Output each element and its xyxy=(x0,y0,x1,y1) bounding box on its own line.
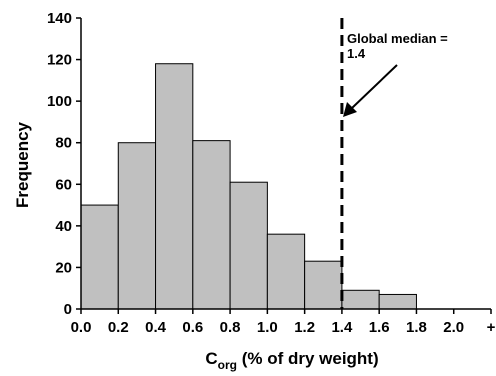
x-axis-title-main: C xyxy=(205,349,217,368)
x-tick-label: 1.8 xyxy=(406,319,427,336)
histogram-bar xyxy=(304,260,343,310)
arrow-icon xyxy=(343,64,398,117)
x-tick-label: 2.0 xyxy=(443,319,464,336)
y-tick-label: 0 xyxy=(64,301,72,318)
x-tick-label: 0.2 xyxy=(108,319,129,336)
median-annotation-line2: 1.4 xyxy=(347,46,366,61)
y-tick-label: 120 xyxy=(47,52,72,69)
histogram-bar xyxy=(378,293,417,310)
x-axis-title: Corg (% of dry weight) xyxy=(205,349,378,372)
x-tick-label: 1.6 xyxy=(369,319,390,336)
x-tick-label: 0.8 xyxy=(220,319,241,336)
x-tick-label: 0.4 xyxy=(145,319,167,336)
ticks-group: 0 20 40 60 80 100 120 140 0.0 0.2 0.4 0.6 0.8 1.0 1.2 1… xyxy=(47,10,496,336)
histogram-bar xyxy=(341,289,380,310)
x-tick-label: + xyxy=(487,319,496,336)
x-tick-label: 0.6 xyxy=(182,319,203,336)
y-tick-label: 40 xyxy=(55,218,72,235)
y-tick-label: 20 xyxy=(55,259,72,276)
bars-group xyxy=(80,63,417,310)
median-annotation-line1: Global median = xyxy=(347,31,448,46)
y-tick-label: 80 xyxy=(55,135,72,152)
histogram-bar xyxy=(229,181,268,310)
histogram-bar xyxy=(266,233,306,310)
histogram-bar xyxy=(117,142,157,310)
x-tick-label: 1.0 xyxy=(257,319,278,336)
x-tick-label: 0.0 xyxy=(71,319,92,336)
axes-group xyxy=(80,18,491,310)
x-axis-title-subscript: org xyxy=(218,358,237,372)
x-axis-title-rest: (% of dry weight) xyxy=(237,349,379,368)
y-axis-title: Frequency xyxy=(13,121,32,208)
y-tick-label: 140 xyxy=(47,10,72,27)
histogram-bar xyxy=(192,140,231,310)
y-tick-label: 60 xyxy=(55,176,72,193)
histogram-bar xyxy=(155,63,194,310)
x-tick-label: 1.2 xyxy=(294,319,315,336)
histogram-bar xyxy=(80,204,119,310)
y-tick-label: 100 xyxy=(47,93,72,110)
x-tick-label: 1.4 xyxy=(331,319,353,336)
